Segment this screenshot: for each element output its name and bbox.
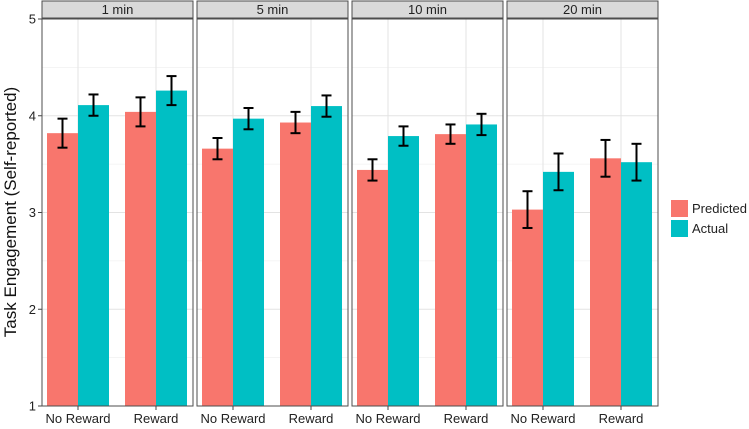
facet-strip-label: 10 min — [408, 2, 447, 17]
x-tick-label: No Reward — [200, 411, 265, 426]
facet-strip — [506, 0, 659, 19]
facet-strip-label: 1 min — [102, 2, 134, 17]
bar-actual — [78, 105, 109, 407]
panel-border — [506, 18, 659, 407]
legend-label-predicted: Predicted — [692, 201, 747, 216]
facet-panel: 5 min No Reward Reward — [196, 0, 349, 426]
facet-strip — [196, 0, 349, 19]
y-tick-label: 2 — [29, 302, 36, 317]
facet-strip-label: 20 min — [563, 2, 602, 17]
facet-strip — [351, 0, 504, 19]
x-tick-label: Reward — [444, 411, 489, 426]
x-tick-label: Reward — [289, 411, 334, 426]
y-tick-label: 5 — [29, 12, 36, 27]
bar-actual — [311, 106, 342, 406]
y-axis-title: Task Engagement (Self-reported) — [1, 87, 20, 337]
bar-actual — [233, 118, 264, 406]
bar-predicted — [280, 122, 311, 407]
facet-strip — [41, 0, 194, 19]
bar-predicted — [435, 134, 466, 406]
facet-panels: 1 2 3 4 5 1 min No Reward Reward 5 min No Reward R… — [29, 0, 659, 426]
legend-key-predicted — [671, 200, 688, 217]
y-tick-label: 3 — [29, 205, 36, 220]
facet-panel: 1 min No Reward Reward — [41, 0, 194, 426]
facet-panel: 20 min No Reward Reward — [506, 0, 659, 426]
bar-predicted — [125, 111, 156, 406]
legend-key-actual — [671, 220, 688, 237]
bar-actual — [156, 90, 187, 406]
x-tick-label: No Reward — [510, 411, 575, 426]
bar-predicted — [590, 158, 621, 406]
bar-predicted — [47, 133, 78, 407]
panel-border — [196, 18, 349, 407]
x-tick-label: Reward — [599, 411, 644, 426]
bar-actual — [543, 171, 574, 406]
x-tick-label: Reward — [134, 411, 179, 426]
legend-label-actual: Actual — [692, 221, 728, 236]
bar-actual — [466, 124, 497, 407]
bar-actual — [621, 162, 652, 406]
legend: Predicted Actual — [671, 200, 747, 237]
x-tick-label: No Reward — [45, 411, 110, 426]
panel-border — [351, 18, 504, 407]
bar-predicted — [202, 148, 233, 406]
bar-predicted — [357, 169, 388, 406]
x-tick-label: No Reward — [355, 411, 420, 426]
bar-actual — [388, 136, 419, 406]
panel-border — [41, 18, 194, 407]
y-tick-label: 1 — [29, 399, 36, 414]
facet-strip-label: 5 min — [257, 2, 289, 17]
y-tick-label: 4 — [29, 108, 36, 123]
facet-panel: 10 min No Reward Reward — [351, 0, 504, 426]
bar-predicted — [512, 209, 543, 406]
